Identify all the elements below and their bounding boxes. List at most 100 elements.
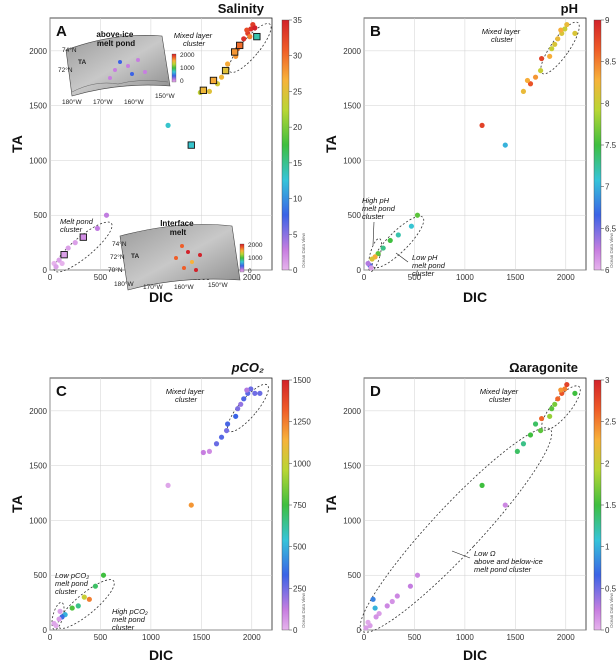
- data-point: [165, 482, 171, 488]
- data-point: [59, 260, 65, 267]
- data-point: [200, 449, 206, 456]
- cluster-ellipse: [57, 579, 115, 629]
- data-point: [236, 41, 244, 50]
- y-tick-label: 1500: [29, 462, 47, 471]
- x-axis-label: DIC: [463, 289, 487, 305]
- colorbar-tick-label: 5: [293, 230, 298, 239]
- inset-lon-label: 180°W: [114, 280, 134, 288]
- y-axis-label: TA: [323, 135, 339, 153]
- data-point: [253, 32, 261, 41]
- data-point: [562, 386, 568, 392]
- x-tick-label: 0: [48, 273, 53, 282]
- data-points: [363, 381, 578, 631]
- plot-frame: [363, 17, 587, 271]
- data-point: [75, 603, 81, 609]
- data-point: [223, 427, 230, 434]
- annotation-high-ph: High pH melt pond cluster: [362, 196, 397, 221]
- colorbar-tick-label: 30: [293, 52, 302, 61]
- annotation-arrow: [372, 221, 375, 246]
- data-point: [206, 88, 213, 95]
- data-point: [384, 603, 390, 609]
- y-tick-label: 2000: [343, 47, 361, 56]
- data-point: [86, 596, 92, 602]
- colorbar-tick-label: 2.5: [605, 418, 616, 427]
- inset-lat-label: 74°N: [112, 240, 127, 248]
- data-point: [552, 401, 558, 407]
- panel-c: 0 500 1000 1500 2000 0 500 1000 1500 2000 C pCO₂…: [9, 360, 311, 661]
- data-point: [552, 41, 558, 47]
- annotation-mixed-layer: Mixed layer cluster: [480, 387, 520, 404]
- panel-title: Salinity: [218, 1, 265, 16]
- x-axis-label: DIC: [149, 289, 173, 305]
- data-point: [572, 390, 578, 396]
- data-point: [555, 396, 561, 402]
- data-point: [370, 596, 376, 602]
- data-point: [562, 26, 568, 32]
- inset-colorbar-tick: 1000: [180, 65, 195, 72]
- inset-region-label: TA: [78, 59, 86, 66]
- colorbar-tick-label: 1: [605, 543, 610, 552]
- data-point: [244, 387, 250, 393]
- data-point: [365, 260, 371, 267]
- colorbar-tick-label: 6.5: [605, 224, 616, 233]
- data-point: [547, 53, 553, 59]
- y-axis-label: TA: [323, 495, 339, 513]
- colorbar-ticks: 0 250 500 750 1000 1250 1500: [289, 376, 311, 635]
- data-point: [56, 616, 62, 622]
- y-tick-label: 0: [43, 266, 48, 275]
- colorbar-tick-label: 20: [293, 123, 302, 132]
- annotation-mixed-layer: Mixed layer cluster: [174, 31, 214, 48]
- data-point: [549, 46, 555, 52]
- panel-title: Ωaragonite: [509, 360, 578, 375]
- colorbar-tick-label: 750: [293, 501, 307, 510]
- data-point: [51, 620, 57, 627]
- colorbar-tick-label: 7.5: [605, 141, 616, 150]
- inset-title: above-ice melt pond: [96, 30, 135, 48]
- panel-letter: D: [370, 383, 381, 400]
- data-point: [238, 401, 244, 407]
- colorbar-tick-label: 0.5: [605, 584, 616, 593]
- colorbar-tick-label: 7: [605, 183, 610, 192]
- annotation-arrow: [451, 550, 471, 559]
- x-tick-label: 2000: [557, 633, 575, 642]
- data-point: [100, 572, 107, 578]
- panel-letter: B: [370, 23, 381, 40]
- data-point: [53, 264, 59, 270]
- data-point: [103, 212, 110, 218]
- x-tick-label: 1000: [456, 273, 474, 282]
- inset-lat-label: 70°N: [108, 266, 123, 274]
- data-point: [60, 251, 68, 259]
- odv-watermark: Ocean Data View: [609, 592, 614, 628]
- inset-colorbar-tick: 1000: [248, 255, 263, 262]
- annotation-high-pco2: High pCO₂ melt pond cluster: [112, 607, 150, 632]
- annotation-low-ph: Low pH melt pond cluster: [412, 253, 447, 278]
- inset-colorbar-tick: 2000: [248, 242, 263, 249]
- data-point: [241, 36, 247, 42]
- data-point: [221, 66, 230, 75]
- colorbar-bar: [593, 379, 602, 631]
- data-point: [188, 502, 194, 508]
- y-tick-label: 1500: [29, 102, 47, 111]
- y-ticks: 0 500 1000 1500 2000: [343, 47, 586, 275]
- y-tick-label: 1000: [29, 156, 47, 165]
- data-point: [520, 441, 527, 447]
- data-point: [81, 594, 87, 600]
- y-tick-label: 1500: [343, 462, 361, 471]
- colorbar: 0 5 10 15 20 25 30 35 Ocean Data View: [281, 16, 306, 275]
- data-point: [376, 610, 382, 617]
- inset-colorbar-tick: 2000: [180, 52, 195, 59]
- data-point: [572, 30, 578, 36]
- data-point: [414, 572, 421, 578]
- x-tick-label: 2000: [243, 633, 261, 642]
- data-point: [532, 74, 539, 80]
- data-point: [199, 86, 208, 94]
- colorbar-tick-label: 6: [605, 266, 610, 275]
- colorbar-bar: [281, 379, 290, 631]
- annotation-low-pco2: Low pCO₂ melt pond cluster: [55, 571, 91, 596]
- y-tick-label: 2000: [29, 407, 47, 416]
- data-point: [248, 26, 254, 32]
- data-point: [539, 55, 545, 62]
- x-tick-label: 500: [408, 273, 422, 282]
- panel-d: 0 500 1000 1500 2000 0 500 1000 1500 2000 D Ωara…: [323, 360, 616, 661]
- inset-lon-label: 150°W: [155, 92, 175, 100]
